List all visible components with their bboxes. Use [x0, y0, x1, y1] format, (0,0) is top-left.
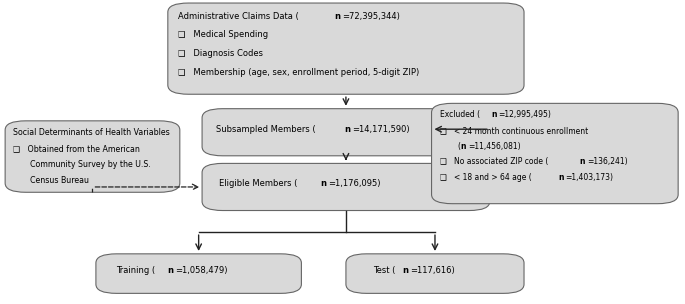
Text: n: n	[167, 266, 173, 275]
Text: ❑   Diagnosis Codes: ❑ Diagnosis Codes	[178, 49, 263, 58]
Text: n: n	[402, 266, 408, 275]
Text: Administrative Claims Data (: Administrative Claims Data (	[178, 12, 299, 21]
Text: Social Determinants of Health Variables: Social Determinants of Health Variables	[14, 128, 170, 137]
Text: ❑   Obtained from the American: ❑ Obtained from the American	[14, 144, 140, 153]
Text: =72,395,344): =72,395,344)	[342, 12, 399, 21]
FancyBboxPatch shape	[202, 164, 490, 210]
Text: =117,616): =117,616)	[410, 266, 455, 275]
Text: Excluded (: Excluded (	[440, 110, 480, 119]
Text: n: n	[558, 173, 564, 182]
FancyBboxPatch shape	[346, 254, 524, 293]
Text: Census Bureau: Census Bureau	[31, 176, 90, 185]
Text: n: n	[461, 142, 466, 151]
Text: ❑   Medical Spending: ❑ Medical Spending	[178, 30, 269, 40]
Text: n: n	[492, 110, 497, 119]
FancyBboxPatch shape	[202, 109, 490, 156]
Text: Test (: Test (	[373, 266, 396, 275]
Text: =136,241): =136,241)	[587, 157, 627, 167]
Text: ❑   < 18 and > 64 age (: ❑ < 18 and > 64 age (	[440, 173, 532, 182]
Text: =11,456,081): =11,456,081)	[468, 142, 521, 151]
Text: Eligible Members (: Eligible Members (	[219, 179, 297, 188]
FancyBboxPatch shape	[96, 254, 301, 293]
Text: (: (	[457, 142, 460, 151]
Text: n: n	[580, 157, 585, 167]
Text: ❑   No associated ZIP code (: ❑ No associated ZIP code (	[440, 157, 548, 167]
FancyBboxPatch shape	[168, 3, 524, 94]
Text: ❑   Membership (age, sex, enrollment period, 5-digit ZIP): ❑ Membership (age, sex, enrollment perio…	[178, 68, 419, 77]
Text: =12,995,495): =12,995,495)	[499, 110, 551, 119]
FancyBboxPatch shape	[432, 103, 678, 204]
Text: Community Survey by the U.S.: Community Survey by the U.S.	[31, 160, 151, 169]
FancyBboxPatch shape	[5, 121, 179, 192]
Text: ❑   < 24 month continuous enrollment: ❑ < 24 month continuous enrollment	[440, 126, 588, 135]
Text: n: n	[345, 125, 350, 134]
Text: =1,403,173): =1,403,173)	[565, 173, 613, 182]
Text: n: n	[334, 12, 340, 21]
Text: =1,176,095): =1,176,095)	[328, 179, 381, 188]
Text: n: n	[321, 179, 326, 188]
Text: Subsampled Members (: Subsampled Members (	[216, 125, 315, 134]
Text: =14,171,590): =14,171,590)	[352, 125, 410, 134]
Text: =1,058,479): =1,058,479)	[175, 266, 227, 275]
Text: Training (: Training (	[116, 266, 155, 275]
